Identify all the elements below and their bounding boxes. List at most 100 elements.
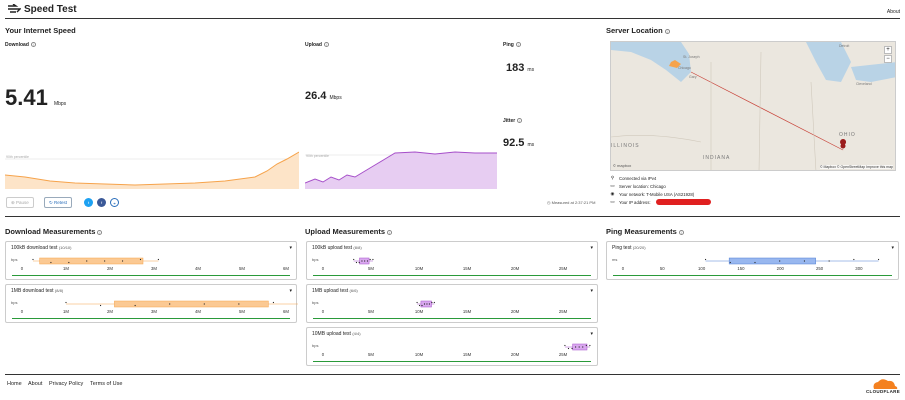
- sample-point: [65, 301, 67, 304]
- axis-tick-label: 100: [698, 266, 706, 271]
- box-range: [39, 257, 144, 265]
- measurement-title: 10MB upload test (4/4): [312, 331, 361, 337]
- sample-point: [139, 258, 142, 261]
- chevron-down-icon[interactable]: ▾: [891, 245, 894, 251]
- sample-point: [238, 303, 240, 305]
- axis-tick-label: 250: [815, 266, 824, 271]
- sample-point: [203, 303, 205, 305]
- axis-tick-label: 3M: [151, 309, 157, 314]
- measured-time: ◷ Measured at 2:37:21 PM: [547, 200, 596, 205]
- ip-redaction: [655, 199, 711, 205]
- measurement-card[interactable]: 100kB download test (10/10) ▾ bps 0 1M 2M 3M 4M…: [5, 241, 297, 280]
- measurement-boxplot: [353, 257, 374, 265]
- axis-tick-label: 25M: [558, 352, 568, 357]
- footer-link-home[interactable]: Home: [7, 381, 22, 387]
- sample-point: [32, 258, 34, 261]
- pause-button[interactable]: ⊕ Pause: [6, 197, 34, 208]
- zoom-in-button[interactable]: +: [884, 46, 892, 54]
- download-label: Download i: [5, 42, 36, 48]
- info-icon[interactable]: i: [323, 42, 329, 48]
- sample-point: [416, 301, 418, 304]
- sample-point: [571, 347, 573, 350]
- speed-section-title: Your Internet Speed: [5, 26, 76, 35]
- chevron-down-icon[interactable]: ▾: [590, 245, 593, 251]
- measurement-test-name: Ping test: [612, 245, 632, 251]
- measurement-card[interactable]: Ping test (20/20) ▾ ms 0 50 100 150 200 250 300: [606, 241, 899, 280]
- app-title: Speed Test: [24, 4, 77, 15]
- info-icon[interactable]: i: [30, 42, 36, 48]
- info-icon[interactable]: i: [678, 229, 684, 235]
- measurement-count: (6/6): [349, 288, 358, 293]
- axis-tick-label: 6M: [283, 309, 289, 314]
- map-state: ILLINOIS: [611, 143, 640, 149]
- unit-label: bps: [312, 257, 319, 262]
- axis-tick-label: 6M: [283, 266, 289, 271]
- upload-measurements-title: Upload Measurements i: [305, 227, 393, 236]
- sample-point: [361, 260, 363, 262]
- map-state: OHIO: [839, 132, 856, 138]
- axis-tick-label: 25M: [558, 266, 568, 271]
- measurement-card[interactable]: 1MB download test (8/8) ▾ bps 0 1M 2M 3M 4M 5M 6M: [5, 284, 298, 323]
- chevron-down-icon[interactable]: ▾: [590, 288, 593, 294]
- network-icon: ⚲: [610, 175, 615, 180]
- axis-tick-label: 3M: [151, 266, 157, 271]
- sample-point: [779, 260, 781, 262]
- mapbox-logo: © mapbox: [613, 163, 632, 168]
- map-graphic: [611, 42, 895, 170]
- server-map[interactable]: St. Joseph Chicago Gary Detroit Clevelan…: [610, 41, 896, 171]
- network-info: ◉ Your network: T-Mobile USA (AS21928): [610, 191, 695, 197]
- link-icon[interactable]: ⚭: [110, 198, 119, 207]
- sample-point: [421, 304, 423, 307]
- box-range: [728, 257, 816, 265]
- measurement-test-name: 100kB upload test: [312, 245, 353, 251]
- connection-info: ⚲ Connected via IPv4: [610, 175, 657, 181]
- measurement-card[interactable]: 100kB upload test (8/8) ▾ bps 0 5M 10M 15M 20M 2…: [306, 241, 598, 280]
- axis-line: [12, 318, 290, 319]
- facebook-icon[interactable]: f: [97, 198, 106, 207]
- axis-tick-label: 150: [737, 266, 745, 271]
- sample-point: [803, 260, 806, 262]
- axis-tick-label: 20M: [510, 352, 520, 357]
- cloudflare-logo: CLOUDFLARE: [866, 389, 900, 394]
- chevron-down-icon[interactable]: ▾: [289, 288, 292, 294]
- map-attribution[interactable]: © Mapbox © OpenStreetMap Improve this ma…: [819, 165, 893, 169]
- footer-link-about[interactable]: About: [28, 381, 43, 387]
- footer-link-terms[interactable]: Terms of Use: [90, 381, 123, 387]
- measurement-card[interactable]: 1MB upload test (6/6) ▾ bps 0 5M 10M 15M 20M 25M: [306, 284, 598, 323]
- axis-tick-label: 25M: [558, 309, 568, 314]
- retest-button[interactable]: ↻ Retest: [44, 197, 73, 208]
- about-link[interactable]: About: [886, 9, 900, 15]
- server-icon: ▭: [610, 183, 615, 188]
- sample-point: [157, 258, 159, 261]
- jitter-value: 92.5 ms: [503, 137, 535, 149]
- measurement-boxplot: [564, 343, 591, 351]
- sample-point: [50, 261, 52, 264]
- sample-point: [877, 258, 880, 261]
- jitter-label: Jitter i: [503, 118, 523, 124]
- ping-label: Ping i: [503, 42, 521, 48]
- server-location-info: ▭ Server location: Chicago: [610, 183, 666, 189]
- axis-line: [613, 275, 892, 276]
- measurement-card[interactable]: 10MB upload test (4/4) ▾ bps 0 5M 10M 15M 20M 25…: [306, 327, 598, 366]
- axis-tick-label: 2M: [107, 266, 113, 271]
- box-range: [420, 300, 432, 308]
- info-icon[interactable]: i: [387, 229, 393, 235]
- measurement-test-name: 100kB download test: [11, 245, 58, 251]
- info-icon[interactable]: i: [517, 118, 523, 124]
- info-icon[interactable]: i: [664, 28, 670, 34]
- twitter-icon[interactable]: t: [84, 198, 93, 207]
- ip-info: ▭ Your IP address:: [610, 199, 711, 205]
- download-value: 5.41 Mbps: [5, 85, 67, 110]
- footer-link-privacy[interactable]: Privacy Policy: [49, 381, 84, 387]
- axis-tick-label: 20M: [510, 266, 520, 271]
- info-icon[interactable]: i: [97, 229, 103, 235]
- chevron-down-icon[interactable]: ▾: [289, 245, 292, 251]
- axis-line: [313, 361, 591, 362]
- zoom-out-button[interactable]: −: [884, 55, 892, 63]
- axis-tick-label: 5M: [368, 266, 374, 271]
- info-icon[interactable]: i: [515, 42, 521, 48]
- axis-tick-label: 10M: [414, 352, 424, 357]
- map-city: Gary: [689, 75, 697, 79]
- sample-point: [828, 260, 830, 262]
- chevron-down-icon[interactable]: ▾: [590, 331, 593, 337]
